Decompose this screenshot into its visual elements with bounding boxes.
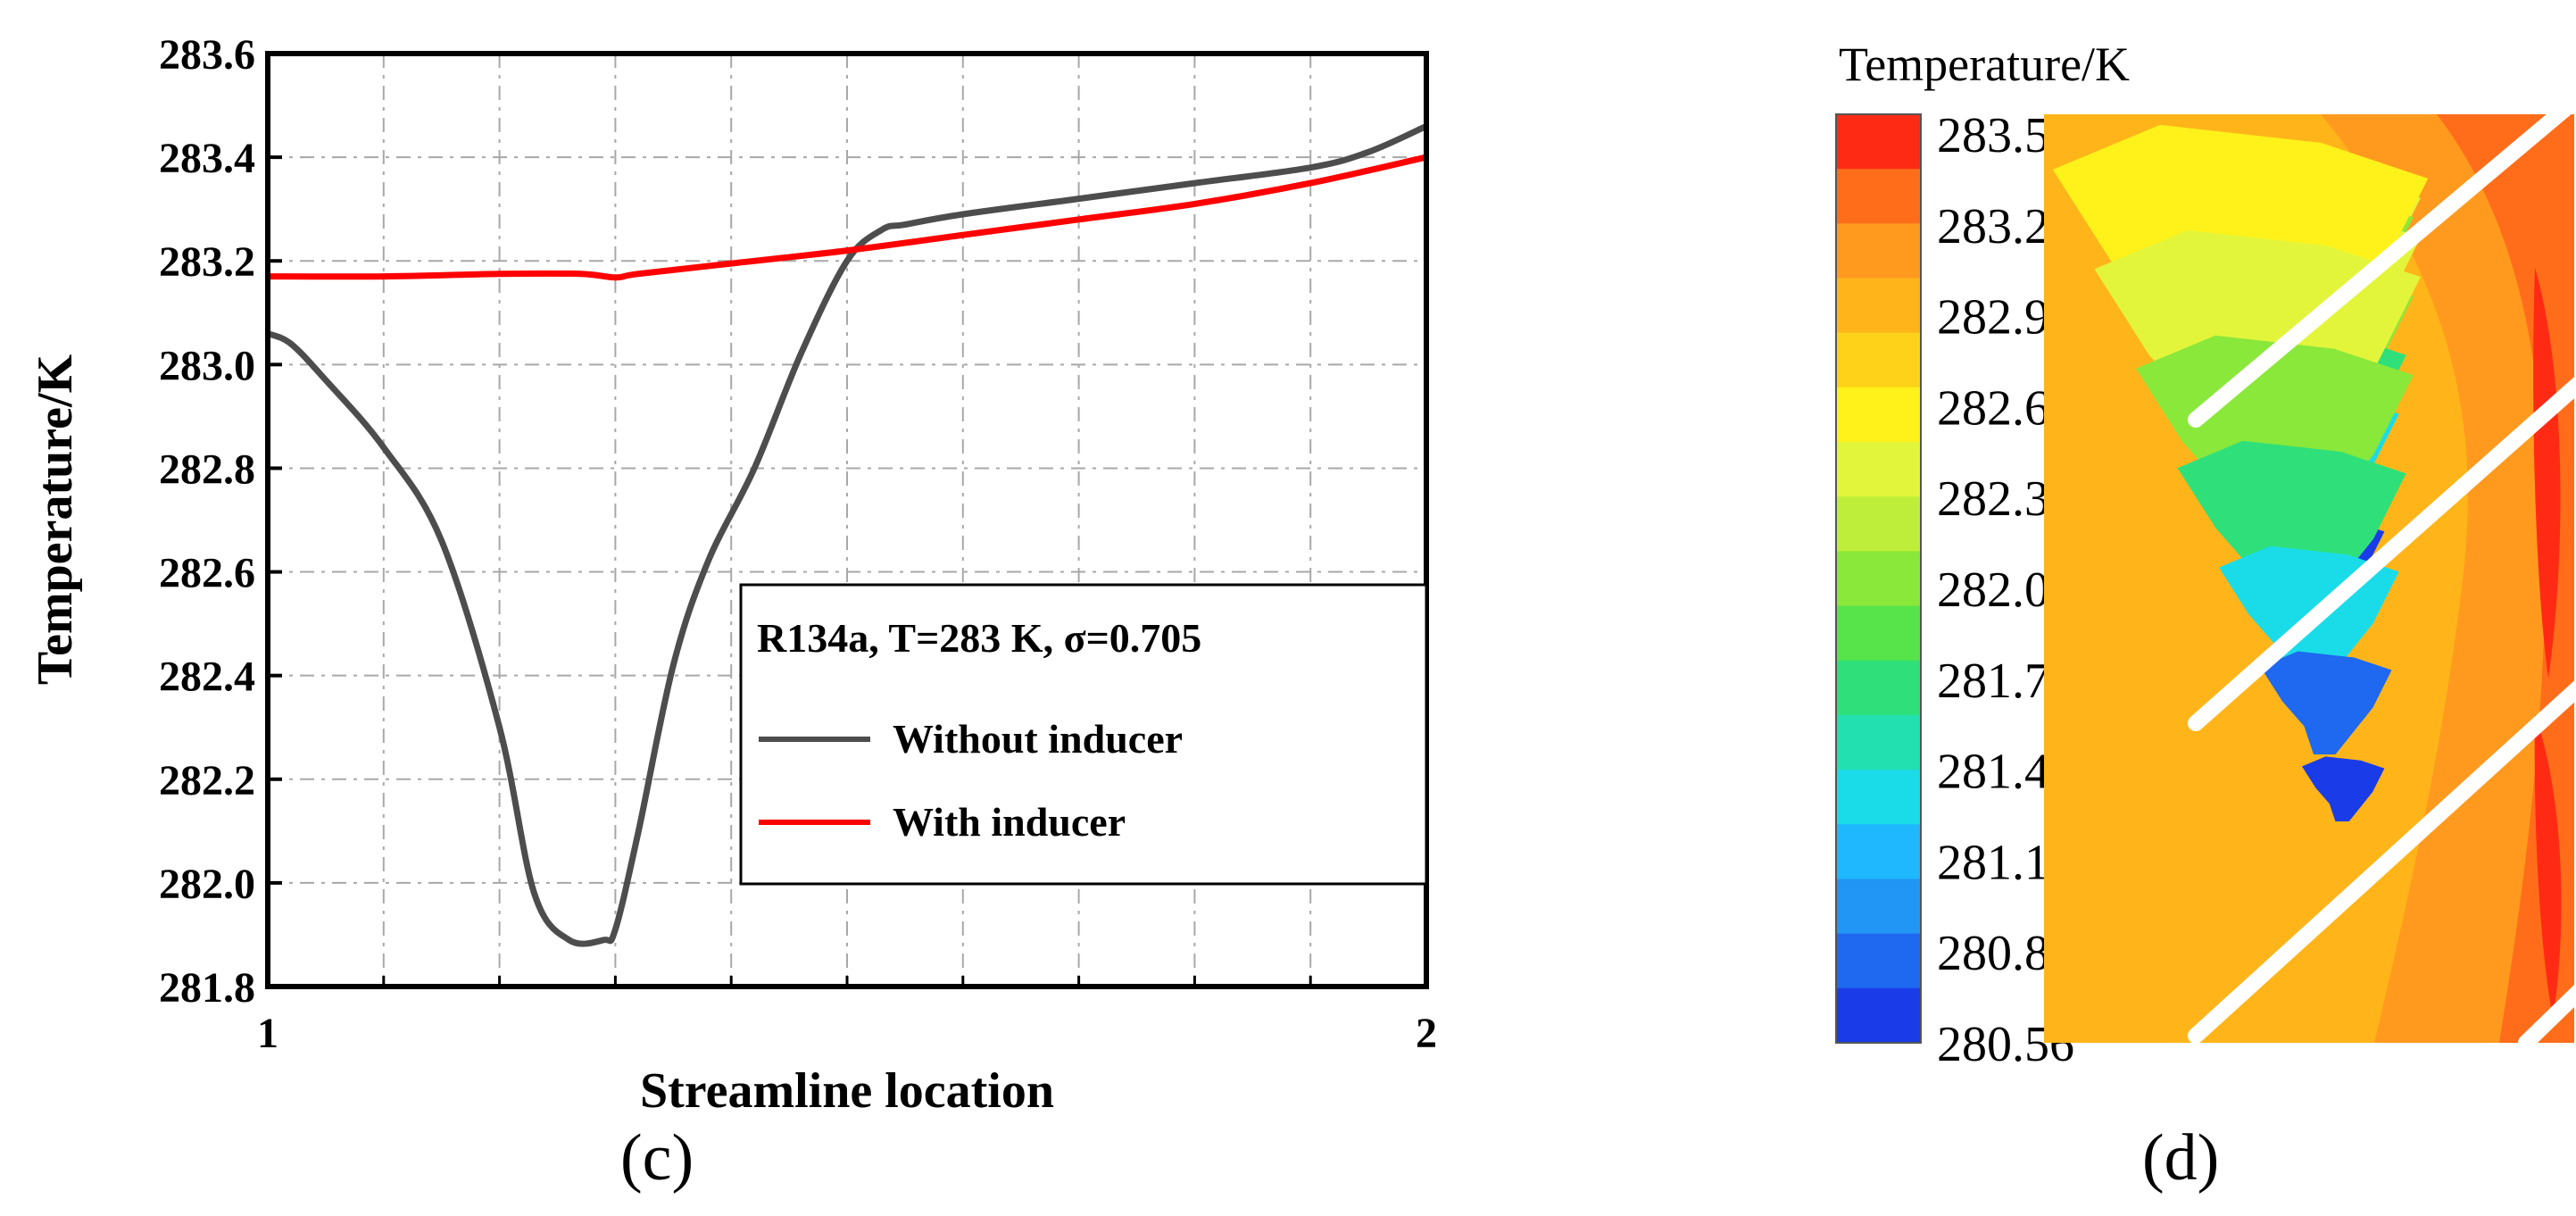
x-tick-label: 1: [257, 1010, 278, 1057]
y-tick-label: 282.2: [159, 757, 255, 804]
contour-region: [2302, 756, 2385, 821]
colorbar-segment: [1836, 824, 1921, 880]
x-axis-label: Streamline location: [640, 1063, 1054, 1119]
colorbar-frame: [1835, 113, 1922, 1044]
y-tick-label: 283.6: [159, 31, 255, 79]
line-chart: 281.8 282.0 282.2 282.4 282.6 282.8 283.0 283.2…: [28, 31, 1437, 1119]
series-line-without-inducer: [266, 123, 1428, 947]
y-tick-label: 283.0: [159, 342, 255, 389]
contour-plot: Temperature/K 283.55283.25282.95282.6528…: [1835, 37, 2574, 1072]
y-tick-label: 282.0: [159, 861, 255, 908]
legend-box: [739, 583, 1428, 886]
colorbar-segment: [1836, 933, 1921, 989]
plot-frame: [265, 51, 1429, 989]
colorbar-segment: [1836, 114, 1921, 171]
panel-d: Temperature/K 283.55 283.25 282.95 282.65 28…: [1696, 0, 2576, 1216]
colorbar-segment: [1836, 442, 1921, 498]
legend-label-without-inducer: Without inducer: [893, 716, 1183, 762]
colorbar-segment: [1836, 223, 1921, 279]
panel-label-c: (c): [620, 1121, 694, 1195]
colorbar: [1836, 114, 1921, 1044]
y-tick-labels: 281.8 282.0 282.2 282.4 282.6 282.8 283.0 283.2…: [159, 31, 255, 1012]
legend: R134a, T=283 K, σ=0.705 Without inducer …: [739, 583, 1428, 886]
panel-c: 281.8 282.0 282.2 282.4 282.6 282.8 283.0 283.2…: [28, 31, 1437, 1195]
colorbar-segment: [1836, 879, 1921, 935]
colorbar-segment: [1836, 551, 1921, 607]
colorbar-segment: [1836, 332, 1921, 388]
colorbar-segment: [1836, 660, 1921, 716]
y-tick-label: 282.8: [159, 446, 255, 493]
colorbar-segment: [1836, 714, 1921, 771]
y-tick-label: 282.6: [159, 550, 255, 597]
contour-region: [2260, 651, 2392, 754]
series-group: [266, 123, 1428, 947]
y-tick-label: 281.8: [159, 964, 255, 1012]
colorbar-segment: [1836, 605, 1921, 662]
colorbar-segment: [1836, 278, 1921, 334]
legend-title: R134a, T=283 K, σ=0.705: [757, 615, 1201, 661]
colorbar-segment: [1836, 387, 1921, 444]
y-tick-label: 282.4: [159, 654, 255, 701]
panel-label-d: (d): [2142, 1121, 2220, 1195]
y-tick-label: 283.2: [159, 238, 255, 286]
colorbar-title: Temperature/K: [1839, 37, 2130, 91]
colorbar-segment: [1836, 987, 1921, 1044]
y-tick-label: 283.4: [159, 135, 255, 182]
contour-region: [2177, 440, 2406, 620]
colorbar-segment: [1836, 496, 1921, 553]
legend-label-with-inducer: With inducer: [893, 799, 1126, 845]
colorbar-segment: [1836, 770, 1921, 826]
x-tick-label: 2: [1416, 1010, 1437, 1057]
series-line-with-inducer: [267, 154, 1427, 281]
temperature-contour: [2044, 114, 2574, 1043]
colorbar-segment: [1836, 169, 1921, 225]
y-axis-label: Temperature/K: [28, 354, 83, 685]
